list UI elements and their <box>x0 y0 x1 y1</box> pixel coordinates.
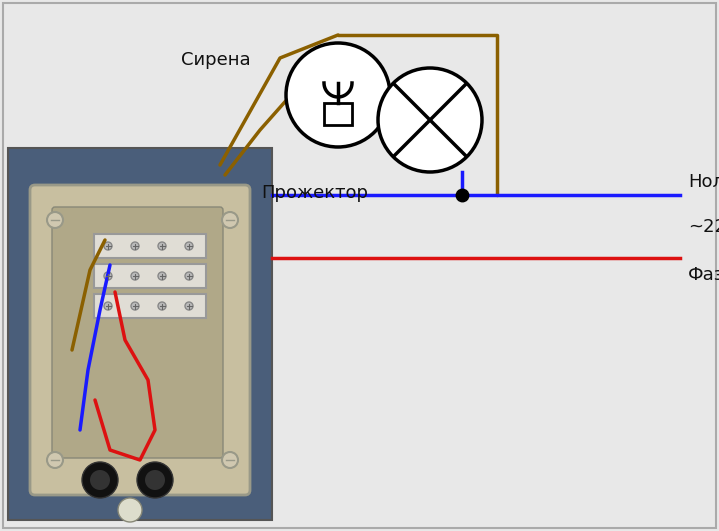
Text: ~220В: ~220В <box>688 218 719 236</box>
Circle shape <box>185 242 193 250</box>
Circle shape <box>158 272 166 280</box>
Circle shape <box>378 68 482 172</box>
Circle shape <box>47 452 63 468</box>
Bar <box>324 103 352 125</box>
Circle shape <box>222 212 238 228</box>
FancyBboxPatch shape <box>52 207 223 458</box>
Circle shape <box>131 242 139 250</box>
Text: Сирена: Сирена <box>181 51 251 69</box>
Circle shape <box>82 462 118 498</box>
FancyBboxPatch shape <box>94 234 206 258</box>
Circle shape <box>185 272 193 280</box>
Text: Ноль: Ноль <box>688 173 719 191</box>
Circle shape <box>104 272 112 280</box>
Circle shape <box>185 302 193 310</box>
Circle shape <box>131 272 139 280</box>
Circle shape <box>137 462 173 498</box>
Circle shape <box>104 242 112 250</box>
Text: Фаза: Фаза <box>688 266 719 284</box>
Circle shape <box>145 470 165 490</box>
Circle shape <box>104 302 112 310</box>
Bar <box>8 148 272 520</box>
FancyBboxPatch shape <box>94 264 206 288</box>
Circle shape <box>47 212 63 228</box>
Circle shape <box>286 43 390 147</box>
FancyBboxPatch shape <box>94 294 206 318</box>
Circle shape <box>118 498 142 522</box>
Circle shape <box>90 470 110 490</box>
Circle shape <box>158 302 166 310</box>
Circle shape <box>131 302 139 310</box>
Circle shape <box>222 452 238 468</box>
FancyBboxPatch shape <box>30 185 250 495</box>
Text: Прожектор: Прожектор <box>261 184 368 202</box>
Circle shape <box>158 242 166 250</box>
